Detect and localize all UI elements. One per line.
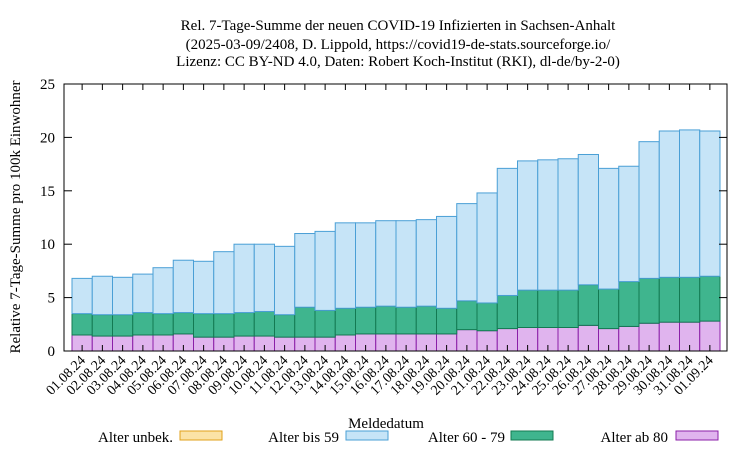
bar-alter-bis-59-04.08.24 <box>132 273 154 314</box>
bar-alter-60-79-31.08.24 <box>679 276 701 323</box>
bar-alter-bis-59-08.08.24 <box>213 251 235 315</box>
bar-alter-bis-59-10.08.24 <box>253 243 275 312</box>
bar-alter-bis-59-06.08.24 <box>172 259 194 314</box>
bar-alter-bis-59-17.08.24 <box>395 220 417 308</box>
bar-alter-bis-59-30.08.24 <box>658 130 680 278</box>
legend-swatch <box>675 430 719 441</box>
bar-alter-60-79-15.08.24 <box>355 306 377 335</box>
legend: Alter unbek. Alter bis 59 Alter 60 - 79 Alt… <box>98 430 719 446</box>
bar-alter-bis-59-13.08.24 <box>314 230 336 311</box>
legend-swatch <box>345 430 389 441</box>
bar-alter-bis-59-15.08.24 <box>355 222 377 308</box>
bar-alter-bis-59-05.08.24 <box>152 267 174 315</box>
y-axis-label: Relative 7-Tage-Summe pro 100k Einwohner <box>8 80 24 353</box>
bar-alter-bis-59-31.08.24 <box>679 129 701 278</box>
title-line-3: Lizenz: CC BY-ND 4.0, Daten: Robert Koch… <box>176 54 620 70</box>
bar-alter-bis-59-01.08.24 <box>71 277 93 315</box>
bar-alter-60-79-23.08.24 <box>517 289 539 328</box>
bar-alter-60-79-01.09.24 <box>699 275 721 322</box>
bar-alter-60-79-29.08.24 <box>638 277 660 324</box>
bar-alter-bis-59-29.08.24 <box>638 141 660 279</box>
bar-alter-60-79-26.08.24 <box>577 284 599 326</box>
bar-alter-60-79-12.08.24 <box>294 306 316 338</box>
bar-alter-60-79-10.08.24 <box>253 310 275 337</box>
bar-alter-bis-59-23.08.24 <box>517 160 539 291</box>
bar-alter-60-79-03.08.24 <box>112 314 134 337</box>
bar-alter-bis-59-03.08.24 <box>112 276 134 316</box>
y-tick-label: 10 <box>40 237 55 253</box>
legend-label: Alter 60 - 79 <box>428 430 505 446</box>
bar-alter-bis-59-14.08.24 <box>334 222 356 309</box>
bar-alter-60-79-05.08.24 <box>152 313 174 336</box>
bar-alter-bis-59-25.08.24 <box>557 158 579 291</box>
legend-label: Alter ab 80 <box>601 430 668 446</box>
plot-frame <box>63 83 728 352</box>
bar-alter-bis-59-01.09.24 <box>699 130 721 277</box>
y-tick-label: 5 <box>48 291 56 307</box>
bar-alter-bis-59-24.08.24 <box>537 159 559 291</box>
bar-alter-bis-59-12.08.24 <box>294 233 316 308</box>
bar-alter-60-79-01.08.24 <box>71 313 93 336</box>
bar-alter-60-79-02.08.24 <box>91 314 113 337</box>
bar-alter-60-79-08.08.24 <box>213 313 235 338</box>
bar-alter-60-79-09.08.24 <box>233 312 255 337</box>
y-tick-label: 0 <box>48 344 56 360</box>
bar-alter-60-79-16.08.24 <box>375 305 397 335</box>
bar-alter-60-79-22.08.24 <box>496 294 518 330</box>
bar-alter-bis-59-21.08.24 <box>476 192 498 304</box>
bar-alter-60-79-13.08.24 <box>314 309 336 338</box>
bar-alter-bis-59-18.08.24 <box>415 219 437 307</box>
bar-alter-60-79-18.08.24 <box>415 305 437 335</box>
y-tick-label: 15 <box>40 184 55 200</box>
bars-layer <box>71 129 721 352</box>
bar-alter-60-79-27.08.24 <box>598 288 620 330</box>
bar-alter-bis-59-19.08.24 <box>436 215 458 309</box>
x-axis-label: Meldedatum <box>348 416 424 432</box>
bar-alter-60-79-21.08.24 <box>476 302 498 332</box>
bar-alter-60-79-24.08.24 <box>537 289 559 328</box>
y-tick-label: 20 <box>40 130 55 146</box>
bar-alter-bis-59-26.08.24 <box>577 153 599 286</box>
bar-alter-60-79-11.08.24 <box>274 314 296 338</box>
bar-alter-bis-59-02.08.24 <box>91 275 113 316</box>
y-axis: 0 5 10 15 20 25 <box>40 77 727 360</box>
bar-alter-bis-59-28.08.24 <box>618 165 640 283</box>
bar-alter-60-79-14.08.24 <box>334 307 356 336</box>
bar-alter-60-79-28.08.24 <box>618 281 640 327</box>
y-tick-label: 25 <box>40 77 55 93</box>
bar-alter-60-79-19.08.24 <box>436 307 458 335</box>
title-line-1: Rel. 7-Tage-Summe der neuen COVID-19 Inf… <box>181 18 616 34</box>
legend-swatch <box>179 430 223 441</box>
bar-alter-bis-59-07.08.24 <box>193 260 215 315</box>
bar-alter-60-79-20.08.24 <box>456 300 478 331</box>
bar-alter-60-79-30.08.24 <box>658 276 680 323</box>
bar-alter-bis-59-20.08.24 <box>456 203 478 302</box>
bar-alter-60-79-04.08.24 <box>132 312 154 336</box>
bar-alter-bis-59-16.08.24 <box>375 220 397 307</box>
legend-swatch <box>510 430 554 441</box>
bar-alter-60-79-07.08.24 <box>193 313 215 338</box>
legend-label: Alter unbek. <box>98 430 173 446</box>
bar-alter-60-79-25.08.24 <box>557 289 579 328</box>
bar-alter-bis-59-22.08.24 <box>496 167 518 296</box>
chart-title: Rel. 7-Tage-Summe der neuen COVID-19 Inf… <box>176 18 620 70</box>
bar-alter-bis-59-27.08.24 <box>598 167 620 290</box>
bar-alter-bis-59-11.08.24 <box>274 245 296 316</box>
bar-alter-60-79-17.08.24 <box>395 306 417 335</box>
title-line-2: (2025-03-09/2408, D. Lippold, https://co… <box>186 37 611 53</box>
bar-alter-60-79-06.08.24 <box>172 312 194 335</box>
bar-alter-bis-59-09.08.24 <box>233 243 255 314</box>
legend-label: Alter bis 59 <box>268 430 339 446</box>
